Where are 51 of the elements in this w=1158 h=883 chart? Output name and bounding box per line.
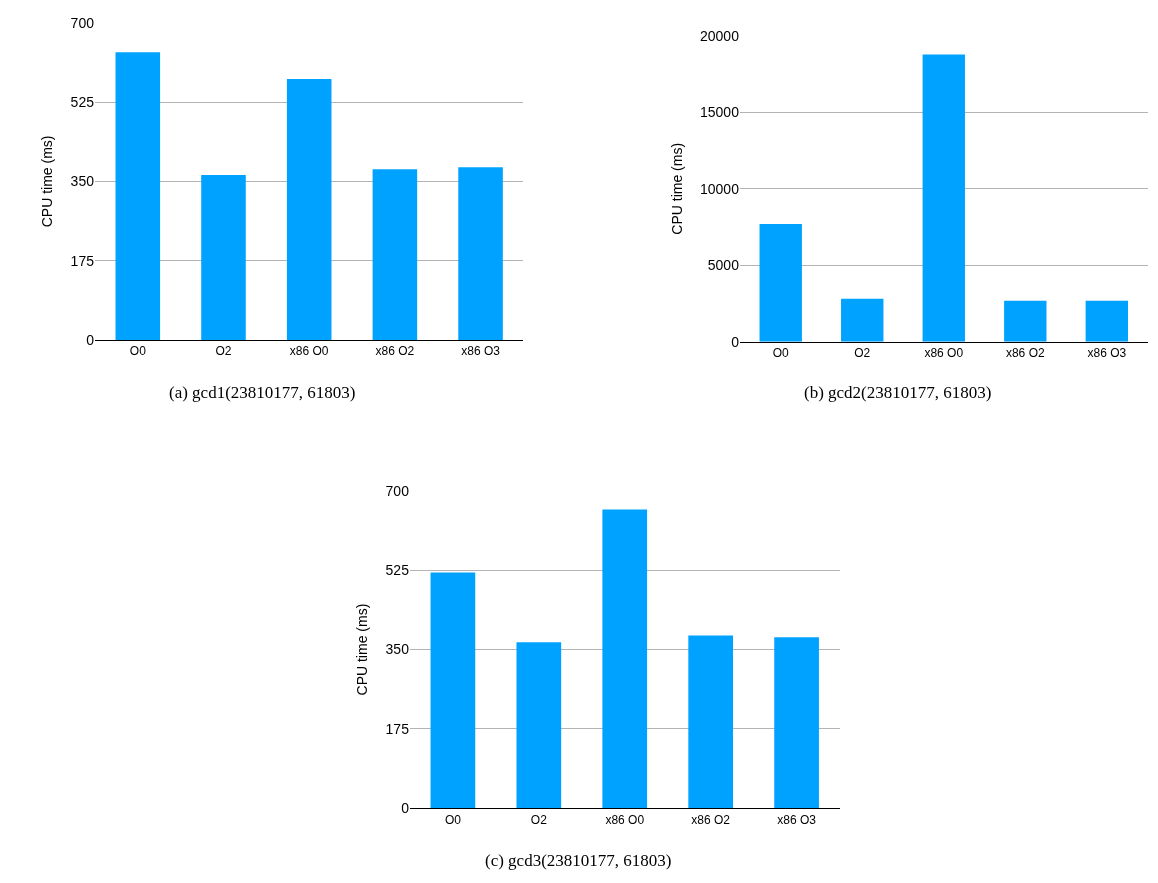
y-tick-label: 350 [70, 173, 95, 190]
x-tick-label: O0 [129, 344, 147, 359]
y-tick-label: 700 [70, 14, 95, 31]
bar [1085, 300, 1129, 342]
x-tick-label: x86 O3 [1087, 346, 1127, 361]
bar [1004, 300, 1047, 342]
x-tick-label: O0 [444, 812, 462, 827]
y-tick-label: 175 [70, 252, 95, 269]
text: (b) gcd2(23810177, 61803) [804, 383, 992, 402]
bar [372, 169, 418, 341]
x-tick-label: x86 O2 [1005, 346, 1045, 361]
bar [516, 642, 562, 809]
y-axis-title: CPU time (ms) [354, 603, 371, 696]
x-tick-label: x86 O0 [924, 346, 964, 361]
bar [759, 224, 802, 342]
text: (a) gcd1(23810177, 61803) [169, 383, 356, 402]
bar [841, 298, 884, 342]
y-tick-label: 0 [731, 333, 740, 350]
x-tick-label: x86 O3 [777, 812, 817, 827]
bar [201, 175, 246, 341]
y-tick-label: 15000 [700, 104, 740, 121]
x-tick-label: O0 [772, 346, 790, 361]
bar [115, 52, 161, 341]
x-tick-label: x86 O3 [461, 344, 501, 359]
bar [458, 167, 503, 341]
y-tick-label: 5000 [707, 257, 740, 274]
bar [922, 54, 965, 342]
y-axis-title: CPU time (ms) [39, 135, 56, 228]
bar [286, 78, 332, 341]
y-tick-label: 525 [70, 93, 95, 110]
x-tick-label: x86 O2 [375, 344, 415, 359]
x-tick-label: x86 O0 [605, 812, 645, 827]
x-tick-label: O2 [854, 346, 871, 361]
bar [688, 635, 733, 809]
y-tick-label: 0 [86, 331, 95, 348]
x-tick-label: O2 [215, 344, 232, 359]
y-tick-label: 0 [401, 800, 410, 817]
x-tick-label: x86 O0 [289, 344, 329, 359]
y-axis-title: CPU time (ms) [668, 142, 685, 235]
bar [430, 572, 476, 809]
y-tick-label: 350 [385, 641, 410, 658]
bar [602, 509, 648, 809]
y-tick-label: 175 [385, 720, 410, 737]
x-tick-label: x86 O2 [691, 812, 731, 827]
y-tick-label: 10000 [700, 180, 740, 197]
y-tick-label: 700 [385, 482, 410, 499]
bar [774, 637, 819, 809]
text: (c) gcd3(23810177, 61803) [485, 851, 672, 870]
y-tick-label: 20000 [700, 27, 740, 44]
x-tick-label: O2 [530, 812, 548, 827]
y-tick-label: 525 [385, 562, 410, 579]
